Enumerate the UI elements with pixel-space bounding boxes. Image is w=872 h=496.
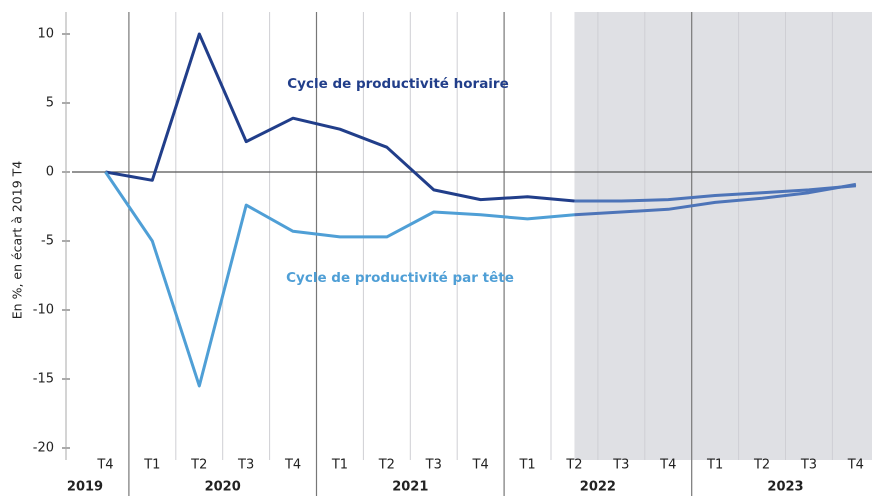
- y-tick-label: -15: [33, 372, 54, 387]
- x-tick-label: T4: [847, 458, 864, 473]
- x-tick-label: T2: [753, 458, 770, 473]
- y-axis-label: En %, en écart à 2019 T4: [10, 161, 25, 319]
- x-tick-label: T3: [237, 458, 254, 473]
- x-tick-label: T4: [96, 458, 113, 473]
- year-label: 2021: [392, 480, 428, 495]
- x-tick-label: T1: [518, 458, 535, 473]
- forecast-line: [574, 182, 857, 217]
- x-tick-label: T1: [143, 458, 160, 473]
- x-tick-label: T3: [425, 458, 442, 473]
- forecast-line: [574, 184, 857, 203]
- y-tick-label: 10: [37, 27, 54, 42]
- x-tick-label: T4: [659, 458, 676, 473]
- x-tick-label: T2: [190, 458, 207, 473]
- series-line: [105, 32, 575, 203]
- forecast-zone: [574, 12, 872, 460]
- series-annotation: Cycle de productivité horaire: [287, 76, 509, 92]
- y-tick-label: 0: [46, 165, 54, 180]
- year-label: 2023: [767, 480, 803, 495]
- y-tick-label: -20: [33, 441, 54, 456]
- x-tick-label: T4: [284, 458, 301, 473]
- x-tick-label: T3: [800, 458, 817, 473]
- x-tick-label: T3: [612, 458, 629, 473]
- x-tick-label: T2: [565, 458, 582, 473]
- x-tick-label: T1: [706, 458, 723, 473]
- y-tick-label: 5: [46, 96, 54, 111]
- y-tick-label: -10: [33, 303, 54, 318]
- x-tick-label: T2: [378, 458, 395, 473]
- series-line: [104, 171, 575, 388]
- year-label: 2020: [205, 480, 241, 495]
- year-label: 2022: [580, 480, 616, 495]
- x-tick-label: T1: [331, 458, 348, 473]
- series-annotation: Cycle de productivité par tête: [286, 270, 514, 286]
- x-tick-label: T4: [472, 458, 489, 473]
- y-tick-label: -5: [41, 234, 54, 249]
- year-label: 2019: [67, 480, 103, 495]
